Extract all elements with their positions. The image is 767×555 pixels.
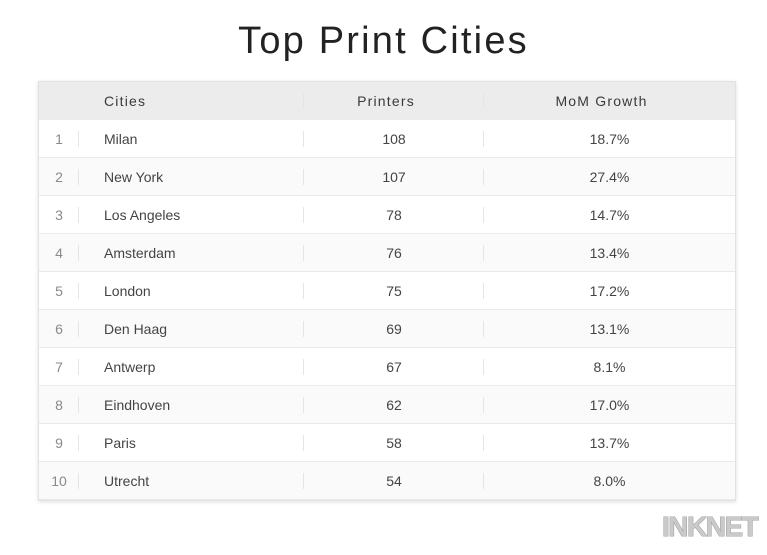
svg-text:INKNET: INKNET (662, 513, 759, 542)
